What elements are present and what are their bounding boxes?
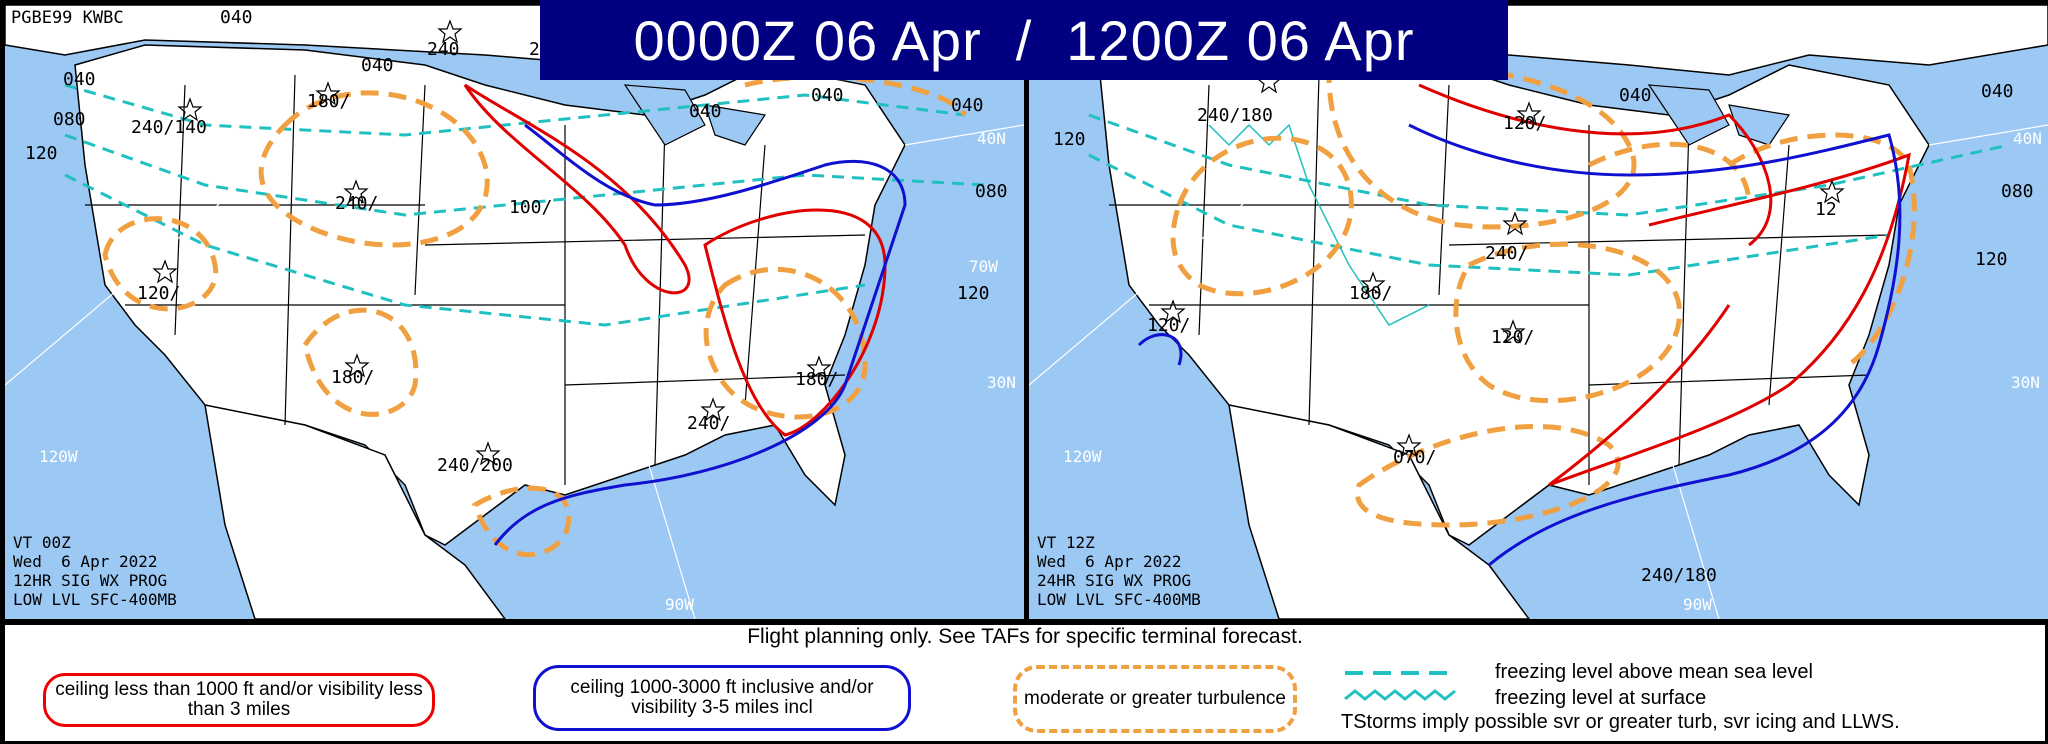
turbulence-label: 240/200 (437, 455, 513, 476)
turbulence-label: 120/ (1491, 327, 1535, 348)
turbulence-label: 12 (1815, 199, 1837, 220)
legend-freezing-symbols (1344, 671, 1456, 701)
legend-mvfr: ceiling 1000-3000 ft inclusive and/or vi… (533, 665, 911, 731)
mexico-landmass (204, 404, 506, 619)
freezing-level-lines (64, 83, 986, 327)
freezing-label: 040 (811, 85, 844, 106)
turbulence-label: 120/ (137, 283, 181, 304)
lat-label: 30N (2011, 373, 2040, 392)
turbulence-label: 180/ (795, 369, 839, 390)
latlon-grid (5, 124, 1024, 619)
freezing-sfc-symbol (1344, 689, 1456, 701)
turbulence-label: 120/ (1147, 315, 1191, 336)
mvfr-areas (1137, 123, 1902, 567)
freezing-label: 080 (975, 181, 1008, 202)
freezing-label: 120 (25, 143, 58, 164)
latlon-grid (1029, 124, 2048, 619)
lat-label: 40N (977, 129, 1006, 148)
turbulence-label: 240/ (335, 193, 379, 214)
turbulence-label: 240/140 (131, 117, 207, 138)
turbulence-label: 2 (529, 39, 540, 60)
freezing-label: 040 (1619, 85, 1652, 106)
lat-label: 40N (2013, 129, 2042, 148)
legend-freezing-sfc: freezing level at surface (1495, 687, 1707, 709)
legend-freezing-msl: freezing level above mean sea level (1495, 661, 1813, 683)
map-left-graphic (5, 5, 1024, 619)
turbulence-label: 180/ (307, 91, 351, 112)
freezing-surface-line (1208, 123, 1430, 326)
left-valid-time: 0000Z 06 Apr (633, 8, 982, 72)
turbulence-label: 240/180 (1197, 105, 1273, 126)
right-valid-time: 1200Z 06 Apr (1066, 8, 1415, 72)
turbulence-label: 240/180 (1641, 565, 1717, 586)
legend-mvfr-text: ceiling 1000-3000 ft inclusive and/or vi… (570, 677, 874, 718)
lon-label: 120W (1063, 447, 1102, 466)
map-right-graphic (1029, 5, 2048, 619)
header-code: PGBE99 KWBC (11, 8, 124, 28)
turbulence-label: 240 (427, 39, 460, 60)
legend-disclaimer: Flight planning only. See TAFs for speci… (747, 625, 1303, 648)
turbulence-label: 180/ (1349, 283, 1393, 304)
state-borders (85, 74, 866, 485)
freezing-label: 080 (2001, 181, 2034, 202)
state-borders (1109, 74, 1890, 485)
turbulence-label: 070/ (1393, 447, 1437, 468)
turbulence-label: 100/ (509, 197, 553, 218)
freezing-label: 040 (951, 95, 984, 116)
map-panel-left: PGBE99 KWBC 040 040 080 120 040 040 040 … (4, 4, 1025, 620)
valid-time-block: VT 12Z Wed 6 Apr 2022 24HR SIG WX PROG L… (1037, 533, 1201, 609)
freezing-label: 120 (1053, 129, 1086, 150)
mvfr-areas (493, 123, 907, 546)
lon-label: 90W (665, 595, 694, 614)
freezing-label: 040 (689, 101, 722, 122)
legend-ifr-text: ceiling less than 1000 ft and/or visibil… (55, 679, 423, 720)
freezing-label: 120 (1975, 249, 2008, 270)
lat-label: 30N (987, 373, 1016, 392)
turbulence-label: 180/ (331, 367, 375, 388)
turbulence-markers (152, 19, 832, 466)
lon-label: 120W (39, 447, 78, 466)
legend-tstorms: TStorms imply possible svr or greater tu… (1341, 711, 1900, 733)
legend-turbulence-text: moderate or greater turbulence (1024, 688, 1286, 709)
legend: Flight planning only. See TAFs for speci… (4, 624, 2046, 742)
freezing-label: 040 (63, 69, 96, 90)
ifr-areas (463, 83, 887, 437)
lon-label: 90W (1683, 595, 1712, 614)
turbulence-label: 120/ (1503, 113, 1547, 134)
legend-turbulence: moderate or greater turbulence (1013, 665, 1297, 733)
turbulence-label: 240/ (1485, 243, 1529, 264)
legend-ifr: ceiling less than 1000 ft and/or visibil… (43, 673, 435, 727)
banner-separator: / (1015, 8, 1033, 72)
valid-times-banner: 0000Z 06 Apr / 1200Z 06 Apr (540, 0, 1508, 80)
turbulence-label: 240/ (687, 413, 731, 434)
freezing-label: 120 (957, 283, 990, 304)
freezing-label: 040 (220, 7, 253, 28)
valid-time-block: VT 00Z Wed 6 Apr 2022 12HR SIG WX PROG L… (13, 533, 177, 609)
ifr-areas (1418, 83, 1911, 487)
freezing-label: 040 (1981, 81, 2014, 102)
map-panel-right: 120 040 040 080 120 240/180 120/ 240/ 18… (1028, 4, 2048, 620)
lon-label: 70W (969, 257, 998, 276)
freezing-label: 040 (361, 55, 394, 76)
freezing-label: 080 (53, 109, 86, 130)
